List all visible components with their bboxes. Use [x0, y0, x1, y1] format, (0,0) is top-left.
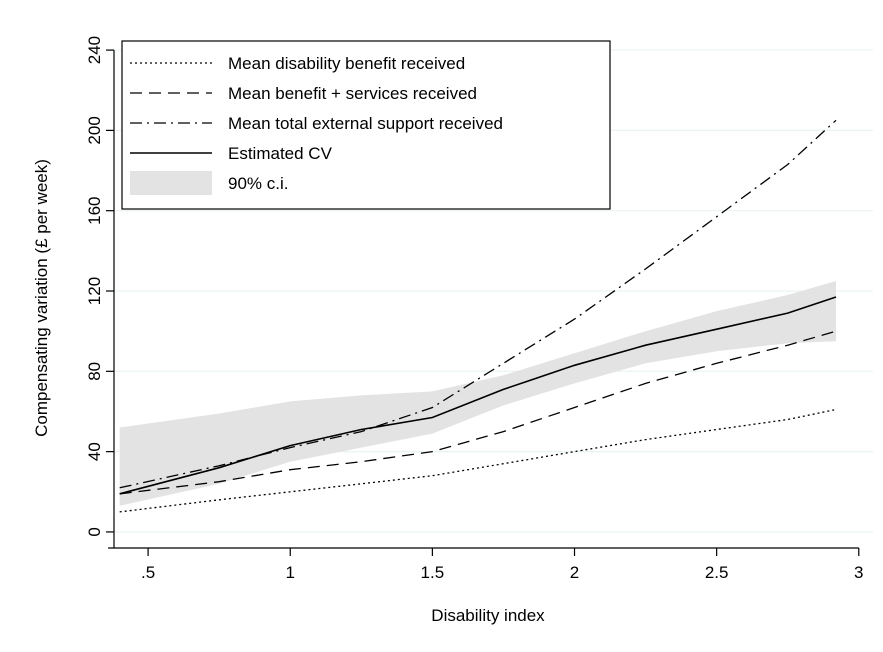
- legend-label-2: Mean total external support received: [228, 114, 503, 133]
- x-tick-label-1: 1: [286, 563, 295, 582]
- y-tick-label-0: 0: [85, 527, 104, 536]
- legend-label-3: Estimated CV: [228, 144, 333, 163]
- series-line-dashed: [119, 330, 837, 495]
- x-tick-label-2: 1.5: [421, 563, 445, 582]
- legend: Mean disability benefit received Mean ben…: [121, 40, 611, 210]
- y-tick-label-1: 40: [85, 442, 104, 461]
- series-line-dotted: [119, 408, 837, 513]
- series-line-solid: [119, 296, 837, 495]
- legend-label-4: 90% c.i.: [228, 174, 288, 193]
- y-axis-title: Compensating variation (£ per week): [32, 159, 51, 437]
- axes: 0 40 80 120 160 200 240 .5 1 1.5 2 2.5 3: [85, 36, 864, 582]
- y-tick-label-2: 80: [85, 362, 104, 381]
- y-tick-label-3: 120: [85, 277, 104, 305]
- ci-band-area: [119, 281, 836, 506]
- x-tick-label-3: 2: [570, 563, 579, 582]
- x-tick-label-5: 3: [854, 563, 863, 582]
- y-tick-label-5: 200: [85, 116, 104, 144]
- y-tick-label-4: 160: [85, 197, 104, 225]
- x-tick-label-4: 2.5: [705, 563, 729, 582]
- y-tick-label-6: 240: [85, 36, 104, 64]
- legend-label-1: Mean benefit + services received: [228, 84, 477, 103]
- confidence-band: [119, 281, 836, 506]
- series-lines: [119, 119, 837, 513]
- x-axis-title: Disability index: [431, 606, 545, 625]
- x-tick-label-0: .5: [141, 563, 155, 582]
- legend-symbol-band: [130, 171, 212, 195]
- legend-label-0: Mean disability benefit received: [228, 54, 465, 73]
